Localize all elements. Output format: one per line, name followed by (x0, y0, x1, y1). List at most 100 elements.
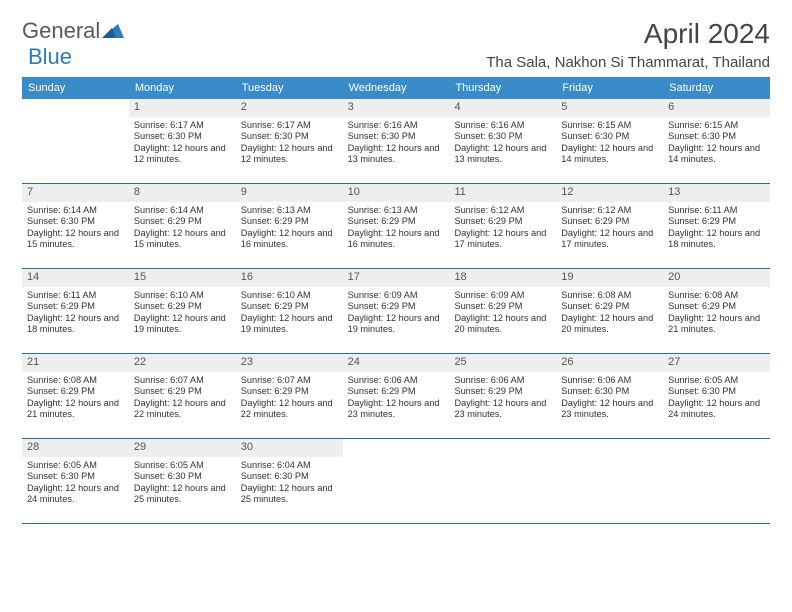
sunrise-text: Sunrise: 6:08 AM (27, 375, 124, 387)
day-cell: 25Sunrise: 6:06 AMSunset: 6:29 PMDayligh… (449, 354, 556, 438)
sunrise-text: Sunrise: 6:09 AM (454, 290, 551, 302)
logo: General (22, 18, 126, 44)
sunset-text: Sunset: 6:30 PM (134, 471, 231, 483)
sunset-text: Sunset: 6:29 PM (454, 216, 551, 228)
day-cell: 19Sunrise: 6:08 AMSunset: 6:29 PMDayligh… (556, 269, 663, 353)
day-number (663, 439, 770, 457)
day-number: 29 (129, 439, 236, 457)
sunset-text: Sunset: 6:30 PM (27, 216, 124, 228)
sunrise-text: Sunrise: 6:08 AM (561, 290, 658, 302)
sunrise-text: Sunrise: 6:05 AM (668, 375, 765, 387)
day-number: 13 (663, 184, 770, 202)
daylight-text: Daylight: 12 hours and 17 minutes. (454, 228, 551, 251)
day-of-week-row: Sunday Monday Tuesday Wednesday Thursday… (22, 77, 770, 99)
day-number: 15 (129, 269, 236, 287)
day-number: 19 (556, 269, 663, 287)
daylight-text: Daylight: 12 hours and 24 minutes. (668, 398, 765, 421)
day-cell: 28Sunrise: 6:05 AMSunset: 6:30 PMDayligh… (22, 439, 129, 523)
day-body: Sunrise: 6:08 AMSunset: 6:29 PMDaylight:… (663, 287, 770, 341)
day-number: 21 (22, 354, 129, 372)
day-cell: 11Sunrise: 6:12 AMSunset: 6:29 PMDayligh… (449, 184, 556, 268)
weeks-container: 1Sunrise: 6:17 AMSunset: 6:30 PMDaylight… (22, 99, 770, 524)
daylight-text: Daylight: 12 hours and 23 minutes. (561, 398, 658, 421)
day-cell: 6Sunrise: 6:15 AMSunset: 6:30 PMDaylight… (663, 99, 770, 183)
sunset-text: Sunset: 6:29 PM (134, 216, 231, 228)
day-number: 24 (343, 354, 450, 372)
daylight-text: Daylight: 12 hours and 15 minutes. (27, 228, 124, 251)
day-body: Sunrise: 6:13 AMSunset: 6:29 PMDaylight:… (236, 202, 343, 256)
sunset-text: Sunset: 6:29 PM (561, 301, 658, 313)
day-number: 10 (343, 184, 450, 202)
daylight-text: Daylight: 12 hours and 23 minutes. (454, 398, 551, 421)
day-body: Sunrise: 6:07 AMSunset: 6:29 PMDaylight:… (129, 372, 236, 426)
daylight-text: Daylight: 12 hours and 19 minutes. (348, 313, 445, 336)
day-cell: 24Sunrise: 6:06 AMSunset: 6:29 PMDayligh… (343, 354, 450, 438)
day-number: 1 (129, 99, 236, 117)
day-cell: 30Sunrise: 6:04 AMSunset: 6:30 PMDayligh… (236, 439, 343, 523)
day-body: Sunrise: 6:13 AMSunset: 6:29 PMDaylight:… (343, 202, 450, 256)
week-row: 21Sunrise: 6:08 AMSunset: 6:29 PMDayligh… (22, 354, 770, 439)
day-cell: 9Sunrise: 6:13 AMSunset: 6:29 PMDaylight… (236, 184, 343, 268)
day-cell: 2Sunrise: 6:17 AMSunset: 6:30 PMDaylight… (236, 99, 343, 183)
day-body: Sunrise: 6:10 AMSunset: 6:29 PMDaylight:… (236, 287, 343, 341)
day-number: 7 (22, 184, 129, 202)
sunrise-text: Sunrise: 6:06 AM (454, 375, 551, 387)
week-row: 7Sunrise: 6:14 AMSunset: 6:30 PMDaylight… (22, 184, 770, 269)
day-cell: 4Sunrise: 6:16 AMSunset: 6:30 PMDaylight… (449, 99, 556, 183)
day-body: Sunrise: 6:15 AMSunset: 6:30 PMDaylight:… (556, 117, 663, 171)
month-title: April 2024 (486, 18, 770, 50)
day-body: Sunrise: 6:12 AMSunset: 6:29 PMDaylight:… (556, 202, 663, 256)
sunrise-text: Sunrise: 6:10 AM (134, 290, 231, 302)
sunset-text: Sunset: 6:29 PM (561, 216, 658, 228)
logo-triangle-icon (102, 18, 124, 44)
sunrise-text: Sunrise: 6:04 AM (241, 460, 338, 472)
sunrise-text: Sunrise: 6:10 AM (241, 290, 338, 302)
day-cell: 8Sunrise: 6:14 AMSunset: 6:29 PMDaylight… (129, 184, 236, 268)
daylight-text: Daylight: 12 hours and 16 minutes. (241, 228, 338, 251)
daylight-text: Daylight: 12 hours and 21 minutes. (27, 398, 124, 421)
sunrise-text: Sunrise: 6:05 AM (27, 460, 124, 472)
day-number: 2 (236, 99, 343, 117)
location: Tha Sala, Nakhon Si Thammarat, Thailand (486, 54, 770, 71)
daylight-text: Daylight: 12 hours and 17 minutes. (561, 228, 658, 251)
day-body: Sunrise: 6:04 AMSunset: 6:30 PMDaylight:… (236, 457, 343, 511)
day-cell: 13Sunrise: 6:11 AMSunset: 6:29 PMDayligh… (663, 184, 770, 268)
day-body: Sunrise: 6:06 AMSunset: 6:29 PMDaylight:… (449, 372, 556, 426)
sunset-text: Sunset: 6:30 PM (454, 131, 551, 143)
sunrise-text: Sunrise: 6:08 AM (668, 290, 765, 302)
daylight-text: Daylight: 12 hours and 22 minutes. (134, 398, 231, 421)
day-number: 9 (236, 184, 343, 202)
sunset-text: Sunset: 6:29 PM (348, 301, 445, 313)
day-cell (22, 99, 129, 183)
dow-sunday: Sunday (22, 77, 129, 99)
day-number: 18 (449, 269, 556, 287)
week-row: 1Sunrise: 6:17 AMSunset: 6:30 PMDaylight… (22, 99, 770, 184)
sunrise-text: Sunrise: 6:17 AM (241, 120, 338, 132)
day-body: Sunrise: 6:10 AMSunset: 6:29 PMDaylight:… (129, 287, 236, 341)
sunset-text: Sunset: 6:30 PM (134, 131, 231, 143)
day-number: 17 (343, 269, 450, 287)
day-number: 12 (556, 184, 663, 202)
sunrise-text: Sunrise: 6:07 AM (134, 375, 231, 387)
day-cell: 23Sunrise: 6:07 AMSunset: 6:29 PMDayligh… (236, 354, 343, 438)
daylight-text: Daylight: 12 hours and 13 minutes. (348, 143, 445, 166)
calendar: Sunday Monday Tuesday Wednesday Thursday… (22, 77, 770, 524)
sunrise-text: Sunrise: 6:14 AM (27, 205, 124, 217)
daylight-text: Daylight: 12 hours and 18 minutes. (668, 228, 765, 251)
daylight-text: Daylight: 12 hours and 14 minutes. (561, 143, 658, 166)
day-number: 25 (449, 354, 556, 372)
day-cell: 22Sunrise: 6:07 AMSunset: 6:29 PMDayligh… (129, 354, 236, 438)
day-number (556, 439, 663, 457)
dow-wednesday: Wednesday (343, 77, 450, 99)
day-body: Sunrise: 6:08 AMSunset: 6:29 PMDaylight:… (22, 372, 129, 426)
sunset-text: Sunset: 6:29 PM (27, 386, 124, 398)
sunset-text: Sunset: 6:30 PM (668, 386, 765, 398)
logo-text-2: Blue (28, 44, 72, 70)
sunrise-text: Sunrise: 6:13 AM (348, 205, 445, 217)
sunset-text: Sunset: 6:30 PM (241, 131, 338, 143)
header-right: April 2024 Tha Sala, Nakhon Si Thammarat… (486, 18, 770, 71)
day-body: Sunrise: 6:17 AMSunset: 6:30 PMDaylight:… (129, 117, 236, 171)
sunset-text: Sunset: 6:29 PM (348, 386, 445, 398)
header: General April 2024 Tha Sala, Nakhon Si T… (22, 18, 770, 71)
day-body: Sunrise: 6:14 AMSunset: 6:29 PMDaylight:… (129, 202, 236, 256)
